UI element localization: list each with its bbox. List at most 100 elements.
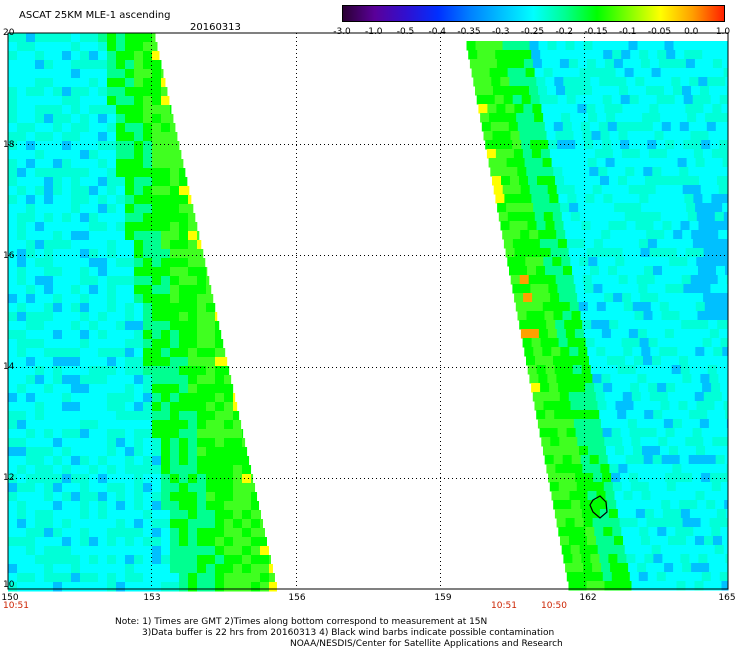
swath-cell bbox=[531, 383, 541, 393]
swath-cell bbox=[624, 356, 635, 366]
swath-cell bbox=[26, 339, 36, 349]
swath-cell bbox=[35, 33, 45, 43]
swath-cell bbox=[134, 546, 144, 556]
swath-cell bbox=[8, 420, 18, 430]
swath-cell bbox=[152, 564, 162, 574]
swath-cell bbox=[647, 473, 657, 483]
swath-cell bbox=[595, 59, 606, 69]
swath-cell bbox=[107, 330, 117, 340]
swath-cell bbox=[610, 41, 621, 51]
swath-cell bbox=[17, 402, 27, 412]
swath-cell bbox=[197, 303, 207, 313]
swath-cell bbox=[206, 384, 216, 394]
swath-cell bbox=[215, 375, 225, 385]
swath-cell bbox=[539, 239, 550, 249]
swath-cell bbox=[206, 555, 216, 565]
swath-cell bbox=[107, 168, 117, 178]
swath-cell bbox=[125, 222, 135, 232]
swath-cell bbox=[614, 347, 624, 357]
swath-cell bbox=[71, 375, 81, 385]
swath-cell bbox=[711, 338, 722, 348]
swath-cell bbox=[134, 231, 144, 241]
swath-cell bbox=[648, 149, 659, 159]
swath-cell bbox=[621, 527, 631, 537]
swath-cell bbox=[107, 474, 117, 484]
lat-label-20: 20 bbox=[3, 28, 15, 38]
swath-cell bbox=[646, 374, 656, 384]
swath-cell bbox=[53, 267, 63, 277]
swath-cell bbox=[533, 347, 543, 357]
swath-cell bbox=[726, 176, 729, 186]
swath-cell bbox=[215, 537, 225, 547]
swath-cell bbox=[649, 293, 659, 303]
swath-cell bbox=[552, 113, 562, 123]
swath-cell bbox=[588, 401, 598, 411]
swath-cell bbox=[635, 266, 645, 276]
swath-cell bbox=[547, 41, 558, 51]
swath-cell bbox=[606, 257, 616, 267]
swath-cell bbox=[612, 338, 623, 348]
swath-cell bbox=[566, 284, 576, 294]
swath-cell bbox=[631, 104, 641, 114]
swath-cell bbox=[550, 392, 561, 402]
swath-cell bbox=[206, 303, 216, 313]
swath-cell bbox=[44, 411, 54, 421]
swath-cell bbox=[161, 465, 171, 475]
swath-cell bbox=[663, 419, 674, 429]
swath-cell bbox=[537, 320, 547, 330]
swath-cell bbox=[134, 447, 144, 457]
swath-cell bbox=[242, 564, 252, 574]
swath-cell bbox=[35, 69, 45, 79]
swath-cell bbox=[514, 104, 524, 114]
swath-cell bbox=[71, 87, 81, 97]
swath-cell bbox=[161, 249, 171, 259]
swath-cell bbox=[687, 113, 697, 123]
swath-cell bbox=[715, 500, 725, 510]
swath-cell bbox=[672, 464, 682, 474]
swath-cell bbox=[554, 266, 564, 276]
swath-cell bbox=[125, 276, 135, 286]
swath-cell bbox=[626, 266, 636, 276]
swath-cell bbox=[724, 167, 729, 177]
swath-cell bbox=[592, 518, 603, 528]
swath-cell bbox=[98, 114, 108, 124]
swath-cell bbox=[642, 257, 652, 267]
swath-cell bbox=[197, 564, 207, 574]
swath-cell bbox=[600, 176, 610, 186]
swath-cell bbox=[62, 159, 72, 169]
swath-cell bbox=[633, 68, 644, 78]
swath-cell bbox=[134, 159, 144, 169]
swath-cell bbox=[540, 50, 550, 60]
swath-cell bbox=[233, 501, 243, 511]
swath-cell bbox=[594, 194, 604, 204]
swath-cell bbox=[179, 375, 189, 385]
swath-cell bbox=[713, 446, 724, 456]
swath-cells bbox=[8, 33, 729, 592]
swath-cell bbox=[699, 320, 709, 330]
swath-cell bbox=[511, 230, 521, 240]
swath-cell bbox=[251, 510, 261, 520]
swath-cell bbox=[71, 384, 81, 394]
swath-cell bbox=[17, 258, 27, 268]
swath-cell bbox=[682, 374, 692, 384]
swath-cell bbox=[672, 275, 683, 285]
swath-cell bbox=[188, 519, 198, 529]
swath-cell bbox=[89, 528, 99, 538]
swath-cell bbox=[551, 302, 562, 312]
swath-cell bbox=[143, 339, 153, 349]
swath-cell bbox=[563, 266, 573, 276]
swath-cell bbox=[44, 564, 54, 574]
swath-cell bbox=[562, 455, 573, 465]
swath-cell bbox=[546, 320, 556, 330]
swath-cell bbox=[206, 348, 216, 358]
swath-cell bbox=[641, 491, 651, 501]
swath-cell bbox=[197, 321, 207, 331]
swath-cell bbox=[188, 528, 198, 538]
swath-cell bbox=[71, 132, 81, 142]
swath-cell bbox=[642, 212, 653, 222]
swath-cell bbox=[698, 266, 708, 276]
swath-cell bbox=[197, 393, 207, 403]
swath-cell bbox=[152, 483, 162, 493]
swath-cell bbox=[645, 275, 656, 285]
swath-cell bbox=[8, 123, 18, 133]
